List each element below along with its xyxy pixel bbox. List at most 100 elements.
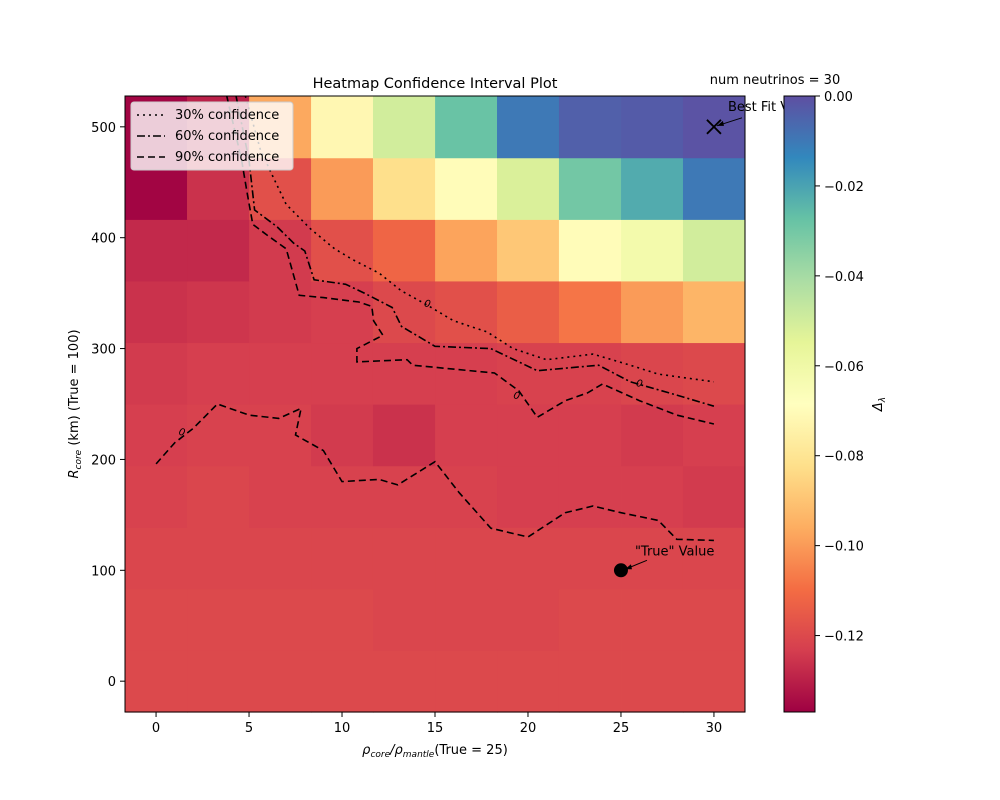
y-label-tail: (km) (True = 100) [67, 329, 82, 449]
heatmap-cell-r3-c2 [249, 465, 312, 528]
x-tick-label-10: 10 [334, 721, 351, 736]
heatmap-cell-r7-c1 [187, 219, 250, 282]
x-label-core-sub: core [370, 750, 390, 760]
heatmap-cell-r2-c0 [125, 527, 188, 590]
y-tick-label-400: 400 [91, 232, 116, 247]
heatmap-cell-r5-c9 [682, 342, 746, 405]
heatmap-cell-r0-c0 [125, 650, 188, 713]
x-tick-label-15: 15 [427, 721, 444, 736]
contour-line-1 [235, 96, 715, 407]
heatmap-cell-r3-c6 [497, 465, 560, 528]
contour-labels: 0 0 0 0 [176, 298, 644, 439]
heatmap-cell-r1-c8 [621, 588, 684, 651]
heatmap-cell-r6-c2 [249, 280, 312, 344]
heatmap-cell-r3-c4 [372, 465, 436, 528]
heatmap-cell-r4-c2 [249, 404, 312, 467]
heatmap-cell-r5-c5 [435, 342, 498, 405]
heatmap-cell-r0-c5 [435, 650, 498, 713]
heatmap-cell-r5-c8 [621, 342, 684, 405]
true-value-label: "True" Value [635, 544, 714, 559]
legend: 30% confidence 60% confidence 90% confid… [130, 101, 294, 171]
colorbar: 0.00 −0.02 −0.04 −0.06 −0.08 −0.10 −0.12 Δλ [783, 90, 888, 713]
legend-label-90: 90% confidence [175, 150, 279, 165]
colorbar-tick-label-0: 0.00 [824, 90, 853, 105]
y-axis-label: Rcore (km) (True = 100) [67, 329, 84, 478]
heatmap-cell-r2-c7 [558, 527, 622, 590]
heatmap-cell-r0-c6 [497, 650, 560, 713]
heatmap-cell-r3-c7 [558, 465, 622, 528]
contour-lines [155, 96, 715, 542]
heatmap-cell-r6-c7 [558, 280, 622, 344]
x-axis: 0 5 10 15 20 25 30 [152, 712, 722, 736]
x-tick-label-0: 0 [152, 721, 160, 736]
legend-box [130, 101, 294, 171]
heatmap-cell-r3-c8 [621, 465, 684, 528]
contour-label-3: 0 [176, 427, 187, 440]
heatmap-cell-r6-c4 [372, 280, 436, 344]
heatmap-cell-r5-c6 [497, 342, 560, 405]
heatmap-cell-r6-c3 [311, 280, 374, 344]
heatmap-cell-r9-c6 [497, 96, 560, 159]
y-tick-label-100: 100 [91, 564, 116, 579]
heatmap-cell-r1-c1 [187, 588, 250, 651]
heatmap-cell-r6-c5 [435, 280, 498, 344]
y-axis: 0 100 200 300 400 500 [91, 121, 125, 690]
heatmap-cell-r7-c5 [435, 219, 498, 282]
heatmap-cell-r7-c3 [311, 219, 374, 282]
x-label-rho: ρ [362, 743, 371, 758]
heatmap-cell-r7-c8 [621, 219, 684, 282]
heatmap-cell-r0-c2 [249, 650, 312, 713]
legend-label-60: 60% confidence [175, 129, 279, 144]
heatmap-cell-r5-c3 [311, 342, 374, 405]
heatmap-cell-r0-c8 [621, 650, 684, 713]
heatmap-cell-r6-c1 [187, 280, 250, 344]
heatmap-cell-r3-c0 [125, 465, 188, 528]
heatmap-cell-r8-c6 [497, 157, 560, 220]
heatmap-cell-r1-c9 [682, 588, 746, 651]
heatmap-cell-r2-c6 [497, 527, 560, 590]
heatmap-cell-r6-c6 [497, 280, 560, 344]
heatmap-cell-r3-c1 [187, 465, 250, 528]
best-fit-arrowhead [716, 120, 724, 126]
heatmap-cell-r7-c7 [558, 219, 622, 282]
x-tick-label-30: 30 [706, 721, 723, 736]
y-tick-label-200: 200 [91, 453, 116, 468]
heatmap-cell-r1-c5 [435, 588, 498, 651]
heatmap-cell-r4-c8 [621, 404, 684, 467]
heatmap-cell-r9-c7 [558, 96, 622, 159]
heatmap-cell-r6-c9 [682, 280, 746, 344]
heatmap-cell-r1-c7 [558, 588, 622, 651]
colorbar-label-sub: λ [878, 397, 888, 403]
true-value-marker [613, 563, 628, 578]
colorbar-tick-label-3: −0.06 [824, 360, 864, 375]
heatmap-cell-r2-c2 [249, 527, 312, 590]
heatmap-cell-r8-c5 [435, 157, 498, 220]
heatmap-cell-r1-c3 [311, 588, 374, 651]
colorbar-tick-label-4: −0.08 [824, 450, 864, 465]
y-label-core-sub: core [74, 449, 84, 469]
heatmap-cell-r4-c4 [372, 404, 436, 467]
heatmap-cell-r0-c7 [558, 650, 622, 713]
heatmap-cell-r0-c4 [372, 650, 436, 713]
heatmap-cell-r5-c4 [372, 342, 436, 405]
heatmap-cell-r4-c1 [187, 404, 250, 467]
contour-line-2 [225, 96, 715, 425]
heatmap-cell-r4-c7 [558, 404, 622, 467]
heatmap-cell-r4-c6 [497, 404, 560, 467]
heatmap-cell-r4-c9 [682, 404, 746, 467]
heatmap-cell-r9-c5 [435, 96, 498, 159]
heatmap-cell-r8-c7 [558, 157, 622, 220]
heatmap-cell-r6-c0 [125, 280, 188, 344]
colorbar-tick-label-5: −0.10 [824, 540, 864, 555]
heatmap-cell-r4-c0 [125, 404, 188, 467]
heatmap-cell-r2-c4 [372, 527, 436, 590]
heatmap-cell-r2-c8 [621, 527, 684, 590]
heatmap-cell-r4-c3 [311, 404, 374, 467]
contour-label-0: 0 [421, 298, 432, 311]
heatmap-cells [125, 96, 746, 713]
heatmap-cell-r3-c3 [311, 465, 374, 528]
heatmap-cell-r5-c0 [125, 342, 188, 405]
heatmap-cell-r8-c4 [372, 157, 436, 220]
y-tick-label-0: 0 [108, 675, 116, 690]
chart-title: Heatmap Confidence Interval Plot [313, 76, 558, 92]
